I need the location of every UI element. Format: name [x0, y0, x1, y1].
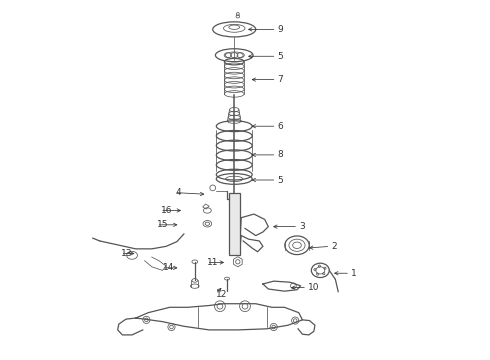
Text: 8: 8 — [277, 150, 283, 159]
FancyBboxPatch shape — [228, 193, 240, 255]
Text: 9: 9 — [277, 25, 283, 34]
Text: 15: 15 — [157, 220, 169, 229]
Text: 11: 11 — [207, 258, 219, 267]
Text: 12: 12 — [216, 289, 228, 298]
Text: 6: 6 — [277, 122, 283, 131]
Text: 2: 2 — [331, 242, 337, 251]
Text: 5: 5 — [277, 176, 283, 185]
Text: 5: 5 — [277, 52, 283, 61]
Text: 10: 10 — [308, 283, 319, 292]
Text: 4: 4 — [175, 188, 181, 197]
Text: 1: 1 — [351, 269, 357, 278]
Text: 14: 14 — [163, 264, 174, 273]
Text: 13: 13 — [122, 249, 133, 258]
Text: 16: 16 — [161, 206, 172, 215]
Text: 7: 7 — [277, 75, 283, 84]
Text: 3: 3 — [299, 222, 305, 231]
